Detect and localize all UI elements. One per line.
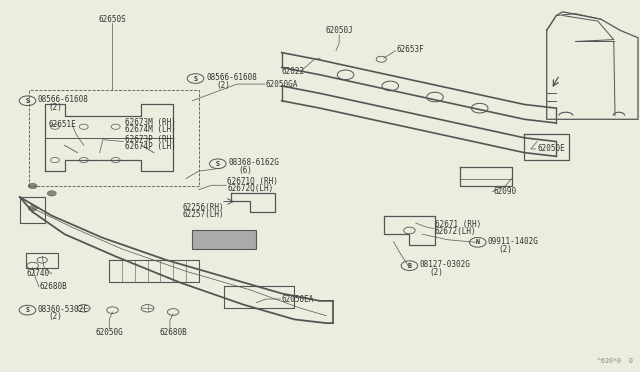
Text: 08360-5302C: 08360-5302C xyxy=(38,305,88,314)
Text: S: S xyxy=(193,76,198,81)
Text: ^620*0  0: ^620*0 0 xyxy=(597,358,633,364)
Text: 08566-61608: 08566-61608 xyxy=(206,73,257,82)
Text: N: N xyxy=(476,239,480,245)
Text: (6): (6) xyxy=(238,166,252,175)
Text: 08127-0302G: 08127-0302G xyxy=(420,260,470,269)
Text: B: B xyxy=(408,263,412,269)
Text: 62673P (RH): 62673P (RH) xyxy=(125,135,176,144)
Text: 62090: 62090 xyxy=(493,187,517,196)
Text: 62671 (RH): 62671 (RH) xyxy=(435,221,481,230)
Text: 62671Q (RH): 62671Q (RH) xyxy=(227,177,278,186)
Text: 62050GA: 62050GA xyxy=(266,80,298,89)
Text: 62672(LH): 62672(LH) xyxy=(435,227,477,237)
Text: 62050G: 62050G xyxy=(95,328,123,337)
Text: 62673M (RH): 62673M (RH) xyxy=(125,118,176,127)
Text: 62674P (LH): 62674P (LH) xyxy=(125,142,176,151)
Text: (2): (2) xyxy=(48,312,62,321)
Circle shape xyxy=(28,206,37,211)
Text: 62674M (LH): 62674M (LH) xyxy=(125,125,176,134)
Text: 62680B: 62680B xyxy=(39,282,67,291)
Text: 62672Q(LH): 62672Q(LH) xyxy=(227,184,274,193)
Text: S: S xyxy=(216,161,220,167)
Text: 62740: 62740 xyxy=(26,269,49,278)
Circle shape xyxy=(28,183,37,189)
Circle shape xyxy=(47,191,56,196)
Text: 08368-6162G: 08368-6162G xyxy=(228,158,279,167)
Text: 62651E: 62651E xyxy=(49,121,76,129)
Text: (2): (2) xyxy=(430,268,444,277)
Polygon shape xyxy=(192,231,256,249)
Text: 62680B: 62680B xyxy=(159,328,187,337)
Text: 62256(RH): 62256(RH) xyxy=(182,203,225,212)
Text: (2): (2) xyxy=(216,81,230,90)
Text: S: S xyxy=(26,98,29,104)
Text: 09911-1402G: 09911-1402G xyxy=(488,237,539,246)
Text: 62022: 62022 xyxy=(282,67,305,76)
Text: (2): (2) xyxy=(498,244,512,253)
Text: S: S xyxy=(26,307,29,313)
Text: 62653F: 62653F xyxy=(397,45,424,54)
Text: 62050E: 62050E xyxy=(537,144,565,153)
Text: 62050EA: 62050EA xyxy=(282,295,314,304)
Text: (2): (2) xyxy=(48,103,62,112)
Text: 62050J: 62050J xyxy=(325,26,353,35)
Text: 62650S: 62650S xyxy=(99,15,126,24)
Text: 08566-61608: 08566-61608 xyxy=(38,95,88,104)
Text: 62257(LH): 62257(LH) xyxy=(182,210,225,219)
